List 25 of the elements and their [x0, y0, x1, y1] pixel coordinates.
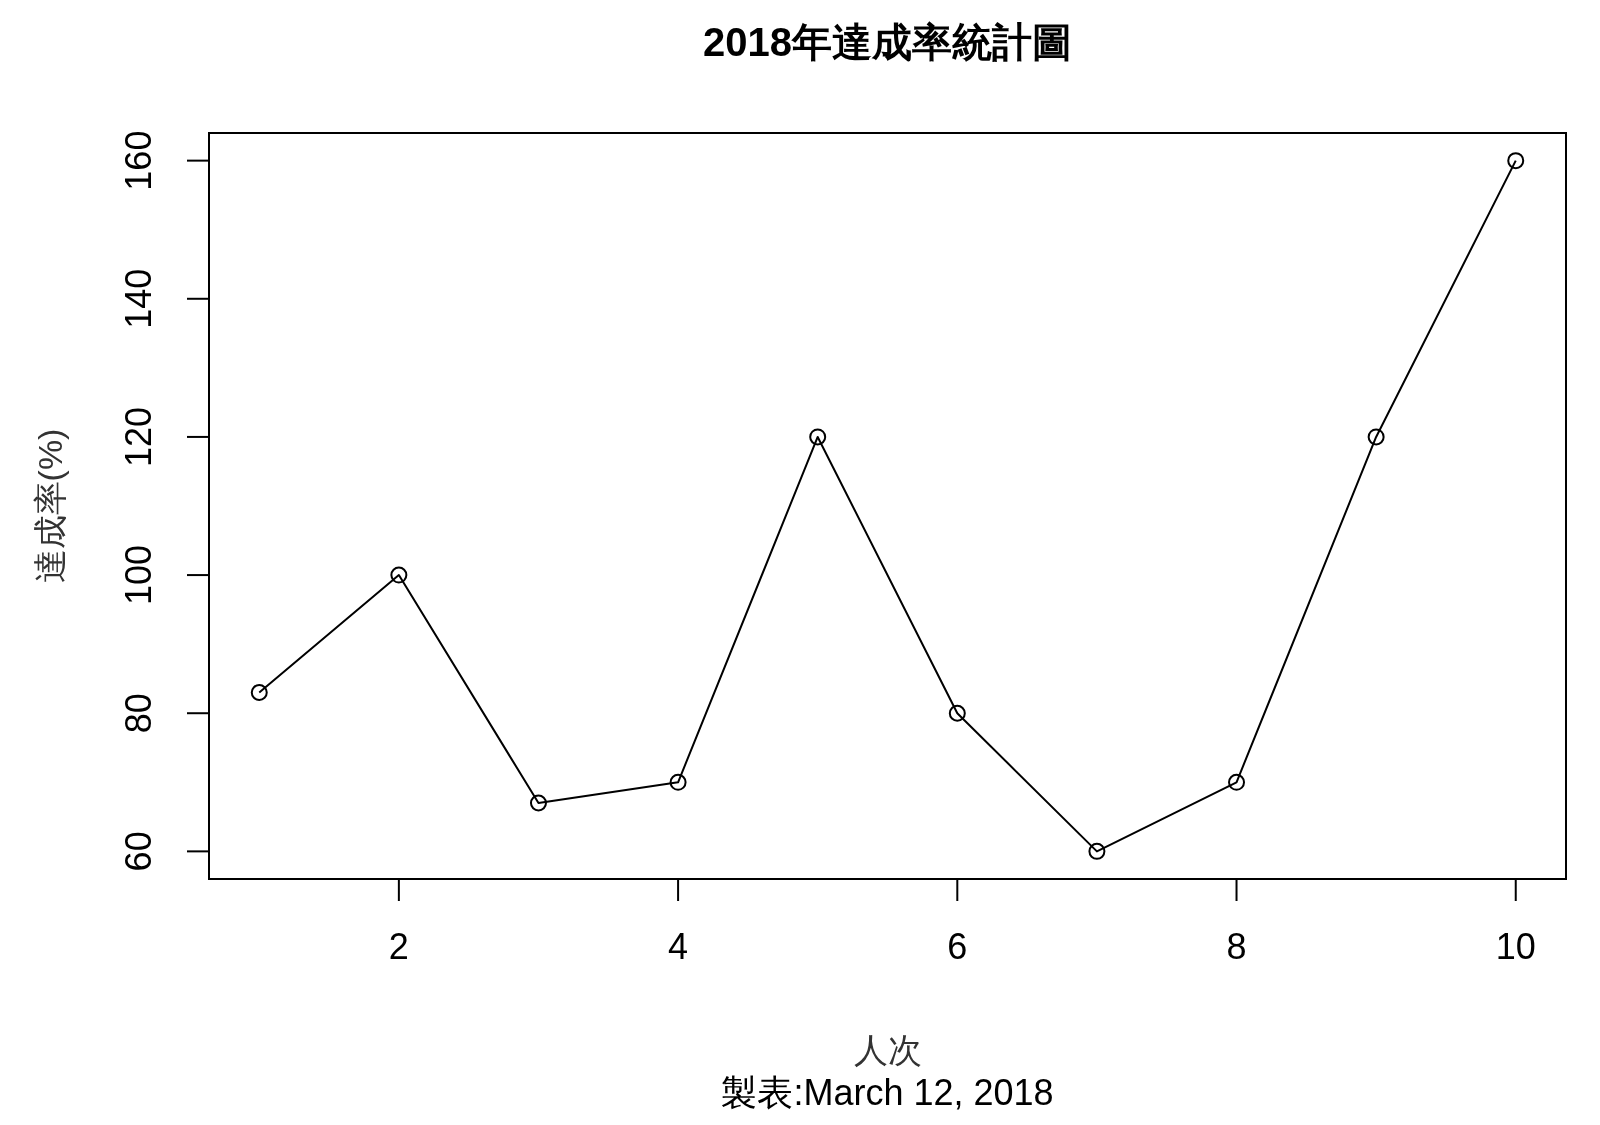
x-tick-label: 2: [388, 926, 409, 967]
x-tick-label: 10: [1495, 926, 1536, 967]
point: [390, 566, 408, 584]
text: 製表:March 12, 2018: [721, 1072, 1054, 1113]
x-tick-label: 4: [668, 926, 689, 967]
x-axis-title: 人次: [853, 1031, 922, 1069]
y-tick-label: 140: [118, 268, 159, 329]
point: [1228, 773, 1246, 791]
x-tick-label: 8: [1226, 926, 1247, 967]
point: [669, 773, 687, 791]
y-tick-label: 100: [118, 545, 159, 606]
point: [1088, 842, 1106, 860]
point: [1367, 428, 1385, 446]
y-axis-title: 達成率(%): [31, 428, 69, 584]
y-tick-label: 120: [118, 406, 159, 467]
point: [1507, 152, 1525, 170]
y-tick-label: 80: [118, 693, 159, 734]
chart-title: 2018年達成率統計圖: [703, 20, 1072, 64]
y-tick-label: 60: [118, 831, 159, 872]
y-tick-label: 160: [118, 130, 159, 191]
point: [809, 428, 827, 446]
point: [948, 704, 966, 722]
point: [250, 684, 268, 701]
point: [529, 794, 547, 812]
x-tick-label: 6: [947, 926, 968, 967]
